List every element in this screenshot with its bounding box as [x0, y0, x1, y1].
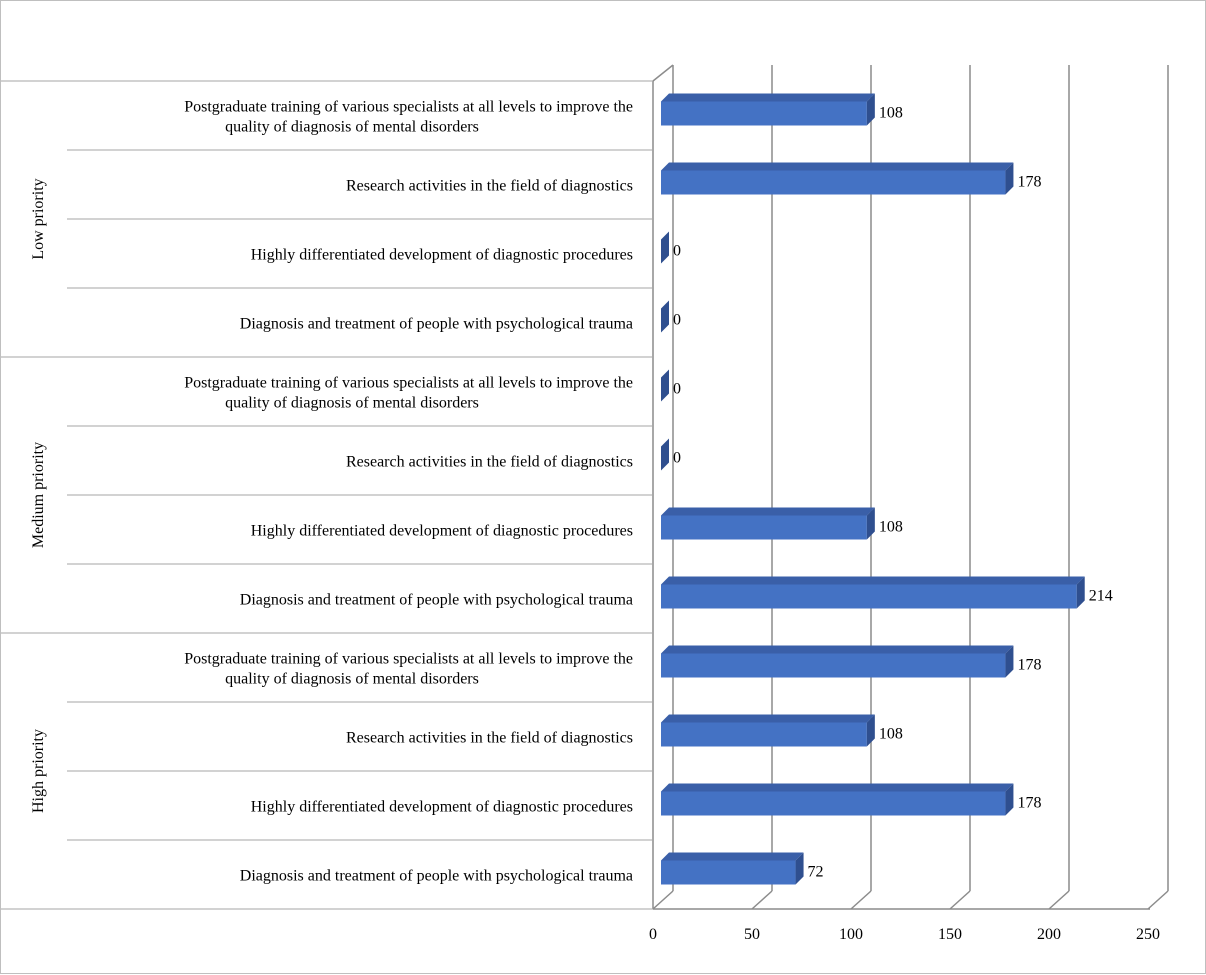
category-label: Research activities in the field of diag…	[346, 178, 633, 195]
bar	[661, 507, 875, 540]
category-label: Highly differentiated development of dia…	[251, 523, 633, 540]
bar-top-face	[661, 576, 1085, 585]
bar	[661, 783, 1014, 816]
bar-side-face	[795, 852, 804, 885]
group-label: Low priority	[30, 178, 47, 259]
category-label: Highly differentiated development of dia…	[251, 247, 633, 264]
data-label: 178	[1017, 657, 1041, 674]
data-label: 0	[673, 450, 681, 467]
bar	[661, 438, 669, 471]
bar-front-face	[661, 653, 1006, 678]
bar-side-face	[1005, 645, 1014, 678]
floor-line-150	[949, 890, 971, 910]
bar	[661, 162, 1014, 195]
category-label: Postgraduate training of various special…	[184, 99, 633, 116]
x-tick-label: 50	[744, 926, 760, 943]
bar-top-face	[661, 852, 804, 861]
bar-top-face	[661, 507, 875, 516]
data-label: 108	[879, 726, 903, 743]
data-label: 108	[879, 519, 903, 536]
separator-layer	[1, 80, 653, 910]
bar-side-face	[866, 93, 875, 126]
bar	[661, 369, 669, 402]
group-label: High priority	[30, 729, 47, 813]
bar-side-face	[1005, 783, 1014, 816]
bar-side-face	[1005, 162, 1014, 195]
category-label: quality of diagnosis of mental disorders	[225, 119, 479, 136]
bar	[661, 300, 669, 333]
bar-front-face	[661, 791, 1006, 816]
bar-front-face	[661, 722, 867, 747]
data-label: 178	[1017, 174, 1041, 191]
data-label: 72	[808, 864, 824, 881]
bar-side-face	[661, 438, 669, 471]
bar-front-face	[661, 170, 1006, 195]
bar-front-face	[661, 860, 796, 885]
bar	[661, 852, 804, 885]
bar-side-face	[866, 714, 875, 747]
bar-top-face	[661, 162, 1014, 171]
category-label: Diagnosis and treatment of people with p…	[240, 316, 633, 333]
data-label: 108	[879, 105, 903, 122]
data-label: 0	[673, 243, 681, 260]
x-tick-label: 0	[649, 926, 657, 943]
floor-line-100	[850, 890, 872, 910]
bar	[661, 714, 875, 747]
bar-side-face	[866, 507, 875, 540]
y-axis-top-edge	[652, 64, 674, 82]
floor-line-50	[751, 890, 773, 910]
bar-front-face	[661, 584, 1077, 609]
data-label: 0	[673, 381, 681, 398]
data-label: 214	[1089, 588, 1113, 605]
group-label: Medium priority	[30, 442, 47, 548]
bar-top-face	[661, 645, 1014, 654]
label-layer: 0 50 100 150 200 250 Low priority Postgraduate …	[30, 99, 1160, 944]
data-label: 178	[1017, 795, 1041, 812]
floor-line-200	[1048, 890, 1070, 910]
bar-side-face	[661, 369, 669, 402]
x-tick-label: 200	[1037, 926, 1061, 943]
category-label: Postgraduate training of various special…	[184, 651, 633, 668]
x-tick-label: 150	[938, 926, 962, 943]
bar	[661, 231, 669, 264]
bar-top-face	[661, 783, 1014, 792]
floor-line-0	[652, 890, 674, 910]
data-label: 0	[673, 312, 681, 329]
bar-side-face	[661, 231, 669, 264]
category-label: Diagnosis and treatment of people with p…	[240, 868, 633, 885]
category-label: Research activities in the field of diag…	[346, 730, 633, 747]
category-label: Highly differentiated development of dia…	[251, 799, 633, 816]
category-label: quality of diagnosis of mental disorders	[225, 395, 479, 412]
category-label: Postgraduate training of various special…	[184, 375, 633, 392]
bar-side-face	[661, 300, 669, 333]
bar	[661, 645, 1014, 678]
category-label: Research activities in the field of diag…	[346, 454, 633, 471]
bar	[661, 576, 1085, 609]
bar-top-face	[661, 714, 875, 723]
category-label: Diagnosis and treatment of people with p…	[240, 592, 633, 609]
bar	[661, 93, 875, 126]
x-tick-label: 100	[839, 926, 863, 943]
bar-front-face	[661, 101, 867, 126]
bar-layer	[661, 93, 1085, 885]
bar-front-face	[661, 515, 867, 540]
bar-top-face	[661, 93, 875, 102]
bar-side-face	[1076, 576, 1085, 609]
category-label: quality of diagnosis of mental disorders	[225, 671, 479, 688]
x-tick-label: 250	[1136, 926, 1160, 943]
floor-line-250	[1147, 890, 1169, 910]
